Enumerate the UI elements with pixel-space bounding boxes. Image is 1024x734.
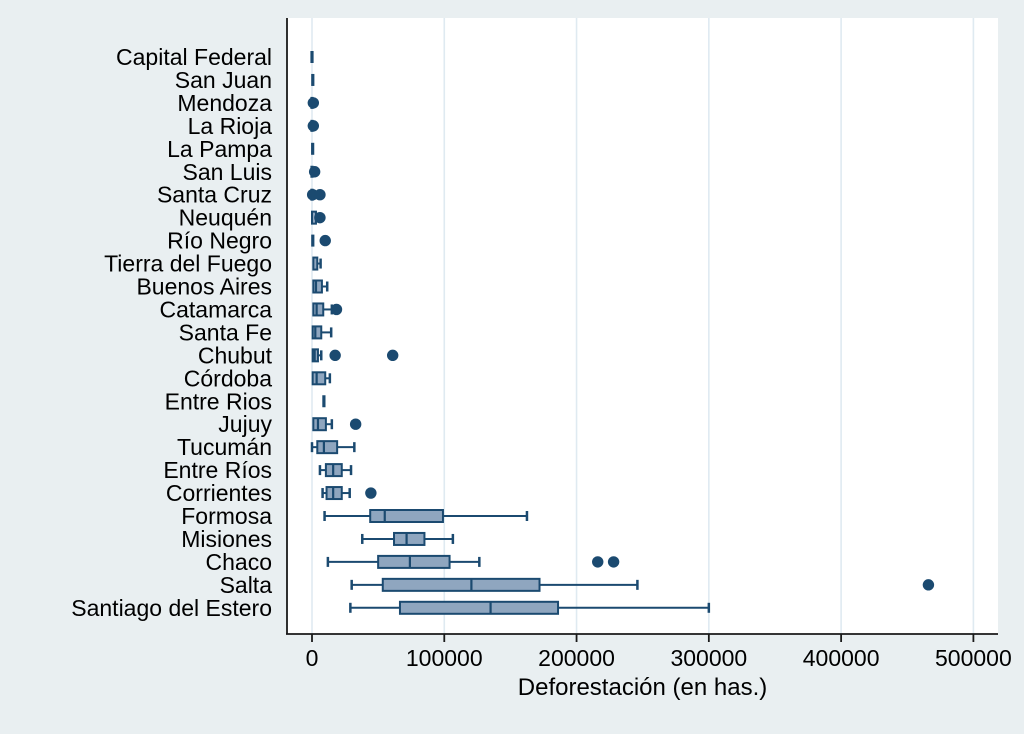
iqr-box <box>377 554 451 569</box>
outlier-dot <box>386 349 399 362</box>
category-label: Córdoba <box>184 365 272 391</box>
category-label: Entre Rios <box>165 388 272 414</box>
category-label: Corrientes <box>166 480 272 506</box>
box-row <box>310 51 314 63</box>
outlier-dot <box>329 349 341 362</box>
outlier-dot <box>307 97 320 109</box>
x-tick-label: 100000 <box>406 645 483 671</box>
outlier-dot <box>349 418 362 430</box>
box-row <box>311 325 333 340</box>
outlier-dot <box>607 556 620 568</box>
iqr-box <box>312 256 319 271</box>
outlier-dot <box>314 189 326 201</box>
box-row <box>322 395 326 408</box>
box-row <box>311 142 315 155</box>
outlier-dot <box>308 166 321 178</box>
category-label: La Pampa <box>167 136 272 162</box>
iqr-box <box>393 531 426 546</box>
iqr-box <box>311 325 323 340</box>
category-label: Buenos Aires <box>136 274 272 300</box>
category-label: Tucumán <box>177 434 272 460</box>
category-label: Catamarca <box>160 296 273 322</box>
iqr-box <box>312 302 325 317</box>
median-dash <box>311 234 315 247</box>
category-label: Chaco <box>206 549 272 575</box>
box-row <box>311 210 326 225</box>
iqr-box <box>311 371 327 386</box>
outlier-dot <box>314 211 326 224</box>
x-tick-label: 0 <box>306 645 319 671</box>
iqr-box <box>316 440 339 455</box>
iqr-box <box>369 509 444 523</box>
box-row <box>311 234 331 247</box>
category-label: La Rioja <box>188 113 273 139</box>
outlier-dot <box>319 234 331 247</box>
outlier-dot <box>330 303 343 316</box>
box-row <box>311 348 399 363</box>
category-label: Río Negro <box>167 228 272 254</box>
x-tick-label: 500000 <box>935 645 1012 671</box>
median-dash <box>310 51 314 63</box>
median-dash <box>311 73 315 86</box>
median-dash <box>311 142 315 155</box>
category-label: Capital Federal <box>116 44 272 70</box>
box-row <box>311 371 332 386</box>
category-label: San Juan <box>175 67 272 93</box>
x-tick-label: 400000 <box>803 645 880 671</box>
category-label: Salta <box>220 572 273 598</box>
outlier-dot <box>922 579 935 591</box>
box-row <box>307 119 320 132</box>
category-label: Entre Ríos <box>163 457 272 483</box>
box-row <box>318 463 353 478</box>
box-row <box>306 188 326 201</box>
outlier-dot <box>307 120 320 132</box>
iqr-box <box>312 279 323 294</box>
x-axis-title: Deforestación (en has.) <box>518 674 767 701</box>
median-dash <box>322 395 326 408</box>
category-label: Tierra del Fuego <box>104 251 272 277</box>
category-label: Santa Cruz <box>157 182 272 208</box>
box-row <box>312 256 322 271</box>
box-row <box>326 554 620 569</box>
plot-area <box>287 18 998 634</box>
category-label: Formosa <box>181 503 272 529</box>
x-tick-label: 200000 <box>538 645 615 671</box>
box-row <box>307 96 320 109</box>
box-row <box>321 486 377 501</box>
box-row <box>350 577 935 592</box>
outlier-dot <box>365 487 377 499</box>
category-label: Mendoza <box>177 90 272 116</box>
category-label: Jujuy <box>218 411 272 437</box>
box-row <box>349 600 711 615</box>
box-row <box>312 302 343 317</box>
category-label: Santiago del Estero <box>71 595 272 621</box>
box-row <box>361 531 455 546</box>
box-row <box>311 73 315 86</box>
category-label: Santa Fe <box>179 319 272 345</box>
box-row <box>310 440 356 455</box>
category-label: Chubut <box>198 342 273 368</box>
box-row <box>312 279 329 294</box>
iqr-box <box>312 417 327 432</box>
category-label: Neuquén <box>179 205 272 231</box>
x-tick-label: 300000 <box>670 645 747 671</box>
box-row <box>312 417 362 432</box>
box-row <box>308 165 321 178</box>
category-label: San Luis <box>182 159 272 185</box>
outlier-dot <box>592 556 604 568</box>
iqr-box <box>398 600 560 615</box>
iqr-box <box>381 577 541 592</box>
category-label: Misiones <box>181 526 272 552</box>
box-row <box>323 509 529 523</box>
